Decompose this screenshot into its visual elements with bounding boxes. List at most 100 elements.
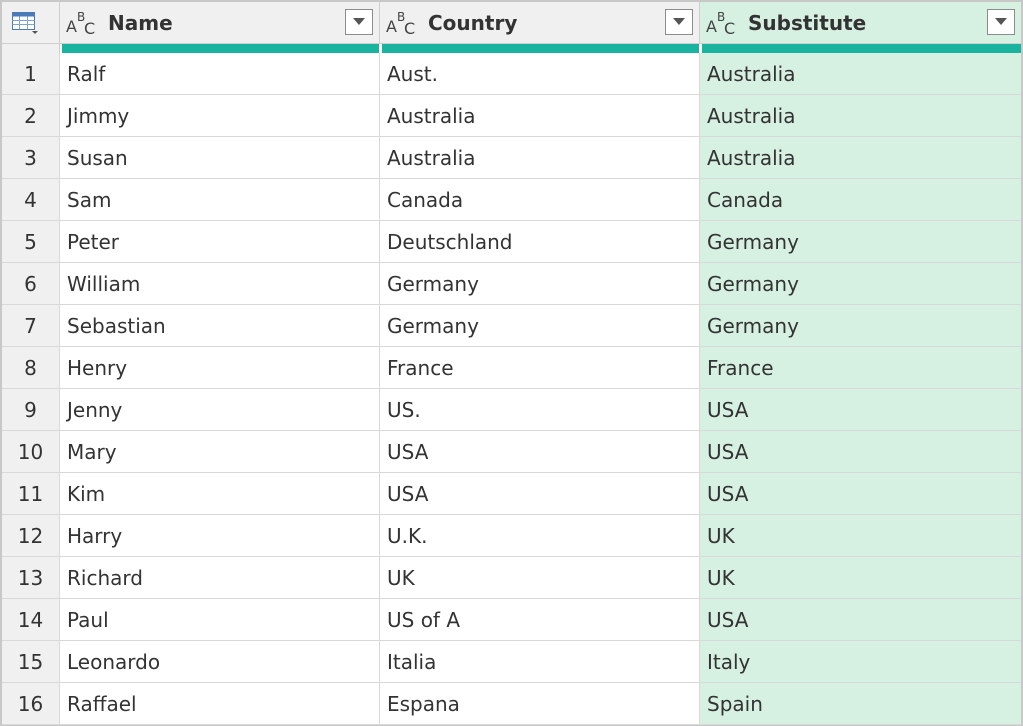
row-number[interactable]: 9 — [2, 389, 60, 431]
table-row: 9 Jenny US. USA — [2, 389, 1021, 431]
cell-substitute[interactable]: Canada — [700, 179, 1021, 221]
cell-name[interactable]: Sam — [60, 179, 380, 221]
column-quality-bar — [382, 44, 699, 53]
cell-name[interactable]: Jenny — [60, 389, 380, 431]
table-row: 12 Harry U.K. UK — [2, 515, 1021, 557]
table-row: 11 Kim USA USA — [2, 473, 1021, 515]
row-number[interactable]: 10 — [2, 431, 60, 473]
cell-name[interactable]: Paul — [60, 599, 380, 641]
table-row: 7 Sebastian Germany Germany — [2, 305, 1021, 347]
cell-substitute[interactable]: USA — [700, 389, 1021, 431]
cell-name[interactable]: Raffael — [60, 683, 380, 725]
cell-country[interactable]: US. — [380, 389, 700, 431]
cell-substitute[interactable]: UK — [700, 557, 1021, 599]
table-row: 8 Henry France France — [2, 347, 1021, 389]
cell-name[interactable]: Mary — [60, 431, 380, 473]
column-title: Country — [428, 11, 518, 35]
column-title: Name — [108, 11, 173, 35]
cell-substitute[interactable]: Germany — [700, 263, 1021, 305]
cell-country[interactable]: Deutschland — [380, 221, 700, 263]
table-row: 5 Peter Deutschland Germany — [2, 221, 1021, 263]
filter-dropdown-button[interactable] — [665, 9, 693, 35]
cell-country[interactable]: Australia — [380, 95, 700, 137]
row-number[interactable]: 11 — [2, 473, 60, 515]
cell-country[interactable]: Aust. — [380, 53, 700, 95]
cell-country[interactable]: U.K. — [380, 515, 700, 557]
cell-name[interactable]: Peter — [60, 221, 380, 263]
cell-country[interactable]: UK — [380, 557, 700, 599]
cell-substitute[interactable]: USA — [700, 431, 1021, 473]
quality-bar-spacer — [2, 44, 60, 53]
cell-country[interactable]: Germany — [380, 263, 700, 305]
cell-substitute[interactable]: Australia — [700, 95, 1021, 137]
cell-name[interactable]: Jimmy — [60, 95, 380, 137]
cell-name[interactable]: Leonardo — [60, 641, 380, 683]
row-number[interactable]: 15 — [2, 641, 60, 683]
table-row: 15 Leonardo Italia Italy — [2, 641, 1021, 683]
chevron-down-icon — [673, 18, 685, 25]
cell-substitute[interactable]: UK — [700, 515, 1021, 557]
table-row: 3 Susan Australia Australia — [2, 137, 1021, 179]
table-row: 6 William Germany Germany — [2, 263, 1021, 305]
cell-substitute[interactable]: Italy — [700, 641, 1021, 683]
filter-dropdown-button[interactable] — [987, 9, 1015, 35]
table-row: 14 Paul US of A USA — [2, 599, 1021, 641]
row-number[interactable]: 12 — [2, 515, 60, 557]
cell-country[interactable]: Espana — [380, 683, 700, 725]
table-row: 4 Sam Canada Canada — [2, 179, 1021, 221]
cell-substitute[interactable]: Spain — [700, 683, 1021, 725]
column-quality-bar — [702, 44, 1021, 53]
row-number[interactable]: 7 — [2, 305, 60, 347]
cell-country[interactable]: Italia — [380, 641, 700, 683]
table-icon — [12, 12, 38, 34]
cell-substitute[interactable]: Germany — [700, 221, 1021, 263]
row-number[interactable]: 6 — [2, 263, 60, 305]
table-row: 2 Jimmy Australia Australia — [2, 95, 1021, 137]
cell-name[interactable]: Ralf — [60, 53, 380, 95]
cell-substitute[interactable]: Australia — [700, 137, 1021, 179]
cell-name[interactable]: Kim — [60, 473, 380, 515]
table-row: 13 Richard UK UK — [2, 557, 1021, 599]
row-number[interactable]: 8 — [2, 347, 60, 389]
row-number[interactable]: 2 — [2, 95, 60, 137]
chevron-down-icon — [353, 18, 365, 25]
cell-name[interactable]: William — [60, 263, 380, 305]
row-number[interactable]: 1 — [2, 53, 60, 95]
cell-substitute[interactable]: Germany — [700, 305, 1021, 347]
cell-name[interactable]: Henry — [60, 347, 380, 389]
cell-country[interactable]: US of A — [380, 599, 700, 641]
cell-substitute[interactable]: USA — [700, 473, 1021, 515]
cell-country[interactable]: Canada — [380, 179, 700, 221]
row-number[interactable]: 5 — [2, 221, 60, 263]
cell-country[interactable]: Australia — [380, 137, 700, 179]
cell-name[interactable]: Richard — [60, 557, 380, 599]
row-number[interactable]: 4 — [2, 179, 60, 221]
chevron-down-icon — [995, 18, 1007, 25]
cell-name[interactable]: Susan — [60, 137, 380, 179]
row-number[interactable]: 13 — [2, 557, 60, 599]
cell-substitute[interactable]: USA — [700, 599, 1021, 641]
cell-substitute[interactable]: Australia — [700, 53, 1021, 95]
row-number[interactable]: 14 — [2, 599, 60, 641]
cell-name[interactable]: Harry — [60, 515, 380, 557]
table-options-button[interactable] — [2, 2, 60, 44]
column-quality-bar — [62, 44, 379, 53]
row-number[interactable]: 16 — [2, 683, 60, 725]
cell-country[interactable]: USA — [380, 431, 700, 473]
cell-substitute[interactable]: France — [700, 347, 1021, 389]
cell-country[interactable]: Germany — [380, 305, 700, 347]
row-number[interactable]: 3 — [2, 137, 60, 179]
table-row: 16 Raffael Espana Spain — [2, 683, 1021, 725]
cell-country[interactable]: USA — [380, 473, 700, 515]
filter-dropdown-button[interactable] — [345, 9, 373, 35]
cell-name[interactable]: Sebastian — [60, 305, 380, 347]
cell-country[interactable]: France — [380, 347, 700, 389]
column-title: Substitute — [748, 11, 867, 35]
